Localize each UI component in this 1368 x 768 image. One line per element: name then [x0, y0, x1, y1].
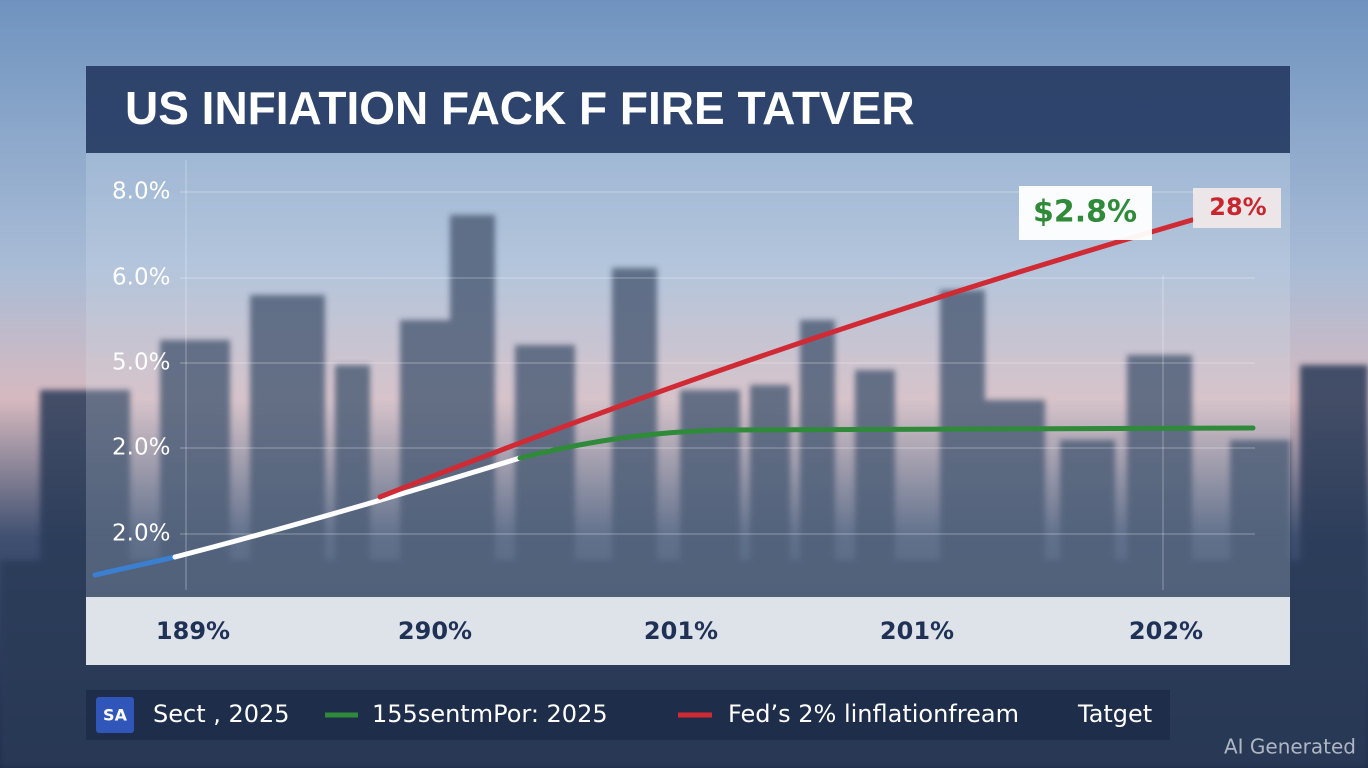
lines [92, 217, 1256, 578]
title-banner [86, 66, 1290, 153]
legend-label: Fed’s 2% linflationfream [728, 700, 1019, 728]
legend-label: Sect , 2025 [153, 700, 290, 728]
y-label: 2.0% [112, 521, 170, 547]
y-label: 2.0% [112, 435, 170, 461]
x-label: 201% [880, 617, 954, 645]
legend-icon [96, 697, 134, 733]
legend-label: Tatget [1077, 700, 1152, 728]
title: US INFIATION FACK F FIRE TATVER [125, 82, 915, 134]
x-band [86, 597, 1290, 665]
x-label: 202% [1129, 617, 1203, 645]
y-label: 6.0% [112, 265, 170, 291]
legend-label: 155sentmPor: 2025 [372, 700, 608, 728]
x-label: 201% [644, 617, 718, 645]
callout: 28% [1209, 193, 1266, 221]
y-label: 5.0% [112, 350, 170, 376]
line-white [172, 455, 523, 560]
x-label: 189% [156, 617, 230, 645]
callout-box [1193, 188, 1281, 228]
watermark: AI Generated [1224, 735, 1356, 759]
x-labels: 189% 290% 201% 201% 202% [156, 617, 1203, 645]
line-red [377, 217, 1195, 500]
line-blue [92, 554, 178, 578]
x-label: 290% [398, 617, 472, 645]
y-labels: 8.0% 6.0% 5.0% 2.0% 2.0% [112, 179, 170, 547]
line-green [517, 425, 1256, 461]
callout-box [1019, 186, 1152, 240]
callout: $2.8% [1033, 195, 1137, 230]
y-label: 8.0% [112, 179, 170, 205]
legend: Sect , 2025 155sentmPor: 2025 Fed’s 2% l… [153, 700, 1152, 728]
legend-band [86, 690, 1170, 740]
legend-icon-text: SA [103, 706, 128, 725]
